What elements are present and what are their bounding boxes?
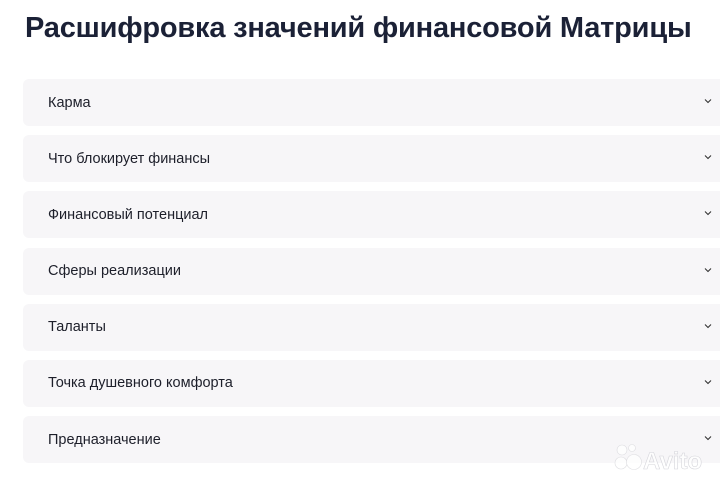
avito-watermark-logo: Avito	[614, 444, 702, 474]
chevron-down-icon	[704, 323, 712, 329]
chevron-down-icon	[704, 380, 712, 385]
accordion-item-blocks[interactable]: Что блокирует финансы	[23, 135, 720, 183]
accordion-item-label: Точка душевного комфорта	[48, 375, 233, 392]
chevron-down-icon	[704, 211, 712, 216]
accordion-item-label: Сферы реализации	[48, 263, 181, 280]
accordion-item-label: Карма	[48, 94, 91, 111]
chevron-down-icon	[704, 99, 712, 104]
accordion-item-label: Что блокирует финансы	[48, 150, 211, 167]
chevron-down-icon	[704, 267, 712, 272]
svg-text:Avito: Avito	[643, 448, 702, 474]
accordion-item-purpose[interactable]: Предназначение	[23, 416, 720, 464]
accordion-list: Карма Что блокирует финансы Финансовый п…	[23, 79, 720, 472]
page-title: Расшифровка значений финансовой Матрицы	[25, 12, 692, 44]
chevron-down-icon	[704, 155, 712, 160]
accordion-item-label: Финансовый потенциал	[48, 206, 209, 223]
accordion-item-label: Предназначение	[48, 431, 161, 448]
accordion-item-comfort[interactable]: Точка душевного комфорта	[23, 359, 720, 407]
chevron-down-icon	[704, 436, 712, 441]
accordion-item-label: Таланты	[48, 319, 106, 336]
accordion-item-potential[interactable]: Финансовый потенциал	[23, 191, 720, 239]
accordion-item-talents[interactable]: Таланты	[23, 303, 720, 351]
accordion-item-spheres[interactable]: Сферы реализации	[23, 247, 720, 295]
accordion-item-karma[interactable]: Карма	[23, 79, 720, 126]
